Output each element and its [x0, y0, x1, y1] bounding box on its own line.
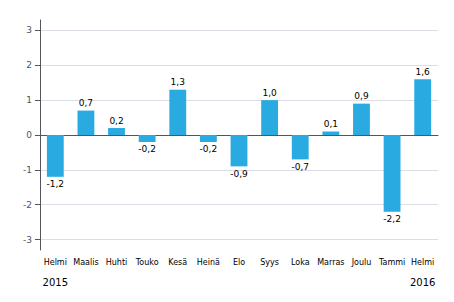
svg-text:1,6: 1,6 [416, 67, 431, 77]
svg-text:3: 3 [26, 25, 32, 35]
svg-text:1: 1 [26, 95, 32, 105]
svg-text:Helmi: Helmi [44, 258, 67, 267]
svg-text:Joulu: Joulu [351, 258, 372, 267]
svg-text:0,2: 0,2 [109, 116, 123, 126]
svg-text:Heinä: Heinä [197, 258, 220, 267]
svg-text:2: 2 [26, 60, 32, 70]
svg-text:2016: 2016 [410, 277, 435, 288]
svg-text:-0,2: -0,2 [138, 144, 156, 154]
svg-text:Tammi: Tammi [378, 258, 405, 267]
svg-text:Touko: Touko [135, 258, 159, 267]
svg-text:-2,2: -2,2 [383, 214, 401, 224]
svg-text:Kesä: Kesä [168, 258, 187, 267]
svg-text:0,7: 0,7 [79, 98, 93, 108]
svg-text:Syys: Syys [260, 258, 279, 267]
svg-text:-2: -2 [23, 200, 32, 210]
svg-text:Marras: Marras [317, 258, 344, 267]
svg-text:Elo: Elo [233, 258, 245, 267]
svg-text:0,1: 0,1 [324, 119, 338, 129]
svg-text:-0,7: -0,7 [291, 162, 309, 172]
svg-text:Huhti: Huhti [106, 258, 128, 267]
svg-text:-0,2: -0,2 [200, 144, 218, 154]
svg-text:0: 0 [26, 130, 32, 140]
svg-text:Helmi: Helmi [411, 258, 434, 267]
svg-text:0,9: 0,9 [354, 91, 369, 101]
svg-text:-0,9: -0,9 [230, 169, 248, 179]
svg-text:1,0: 1,0 [262, 88, 277, 98]
svg-text:2015: 2015 [43, 277, 68, 288]
svg-text:-1,2: -1,2 [47, 179, 65, 189]
svg-text:Loka: Loka [291, 258, 310, 267]
svg-text:1,3: 1,3 [171, 77, 185, 87]
svg-text:-3: -3 [23, 235, 32, 245]
svg-text:Maalis: Maalis [73, 258, 98, 267]
svg-text:-1: -1 [23, 165, 32, 175]
